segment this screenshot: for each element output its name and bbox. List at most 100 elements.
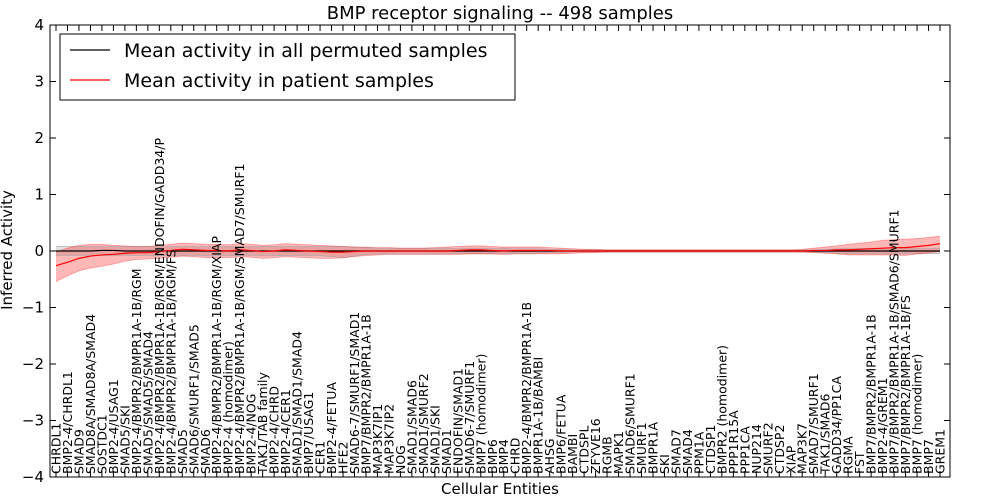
series-lines bbox=[55, 243, 941, 267]
legend-label-permuted: Mean activity in all permuted samples bbox=[124, 40, 487, 62]
x-category-label: RGMA bbox=[841, 436, 856, 474]
y-tick-label: −1 bbox=[22, 299, 44, 317]
x-category-label: MAP3K7 bbox=[795, 423, 810, 474]
x-category-label: FST bbox=[852, 451, 867, 474]
y-tick-label: −2 bbox=[22, 355, 44, 373]
x-category-label: SOSTDC1 bbox=[94, 414, 109, 474]
y-tick-label: −3 bbox=[22, 412, 44, 430]
x-category-label: BMP2-4/BMPR2/BMPR1A-1B/RGM/ENDOFIN/GADD3… bbox=[152, 138, 167, 474]
x-category-label: HFE2 bbox=[336, 442, 351, 474]
x-category-label: AHSG bbox=[542, 438, 557, 474]
x-category-label: BMP2-4/NOG bbox=[244, 394, 259, 474]
x-category-label: BMP2-4/BMPR2/BMPR1A-1B/RGM bbox=[129, 268, 144, 474]
x-category-label: NOG bbox=[393, 445, 408, 474]
x-category-label: SKI bbox=[657, 454, 672, 474]
legend: Mean activity in all permuted samples Me… bbox=[59, 33, 516, 101]
permuted-band-lower-edge bbox=[56, 251, 940, 259]
x-category-label: SMAD5 bbox=[175, 429, 190, 474]
x-category-label: BMP2-4/USAG1 bbox=[106, 379, 121, 474]
x-category-label: SMAD9 bbox=[71, 429, 86, 474]
x-category-label: CTDSPL bbox=[577, 426, 592, 474]
x-category-label: CTDSP1 bbox=[703, 425, 718, 474]
x-category-label: XIAP bbox=[783, 445, 798, 474]
x-category-label: BMP7/BMPR2/BMPR1A-1B bbox=[864, 314, 879, 474]
x-category-label: MAPK1 bbox=[611, 431, 626, 474]
x-category-label: PPP1R15A bbox=[726, 410, 741, 474]
x-category-label: GADD34/PP1CA bbox=[829, 376, 844, 474]
x-category-label: SMAD6 bbox=[198, 429, 213, 474]
x-category-label: SMAD6-7/SMURF1/SMAD1 bbox=[347, 312, 362, 474]
x-category-label: BMP7 (homodimer) bbox=[910, 354, 925, 474]
chart-title: BMP receptor signaling -- 498 samples bbox=[327, 3, 674, 24]
x-category-label: BMPR1A-1B/BAMBI bbox=[531, 357, 546, 474]
y-axis-ticks: −4 −3 −2 −1 0 1 2 3 4 bbox=[22, 16, 950, 486]
x-category-label: TAK1/SMAD6 bbox=[818, 394, 833, 475]
x-category-label: BMP2-4/BMPR2/BMPR1A-1B/RGM/XIAP bbox=[209, 235, 224, 474]
x-category-label: BMP2-4/BMPR2/BMPR1A-1B bbox=[519, 302, 534, 474]
x-category-label: PPM1A bbox=[691, 431, 706, 474]
y-axis-label: Inferred Activity bbox=[0, 190, 16, 310]
patient-mean-line bbox=[55, 243, 941, 267]
x-category-label: BMP2-4 (homodimer) bbox=[221, 341, 236, 474]
x-category-label: CHRDL1 bbox=[49, 423, 64, 474]
x-category-label: SMAD4 bbox=[680, 429, 695, 474]
x-category-label: SMAD1/SMAD1/SMAD4 bbox=[290, 331, 305, 474]
x-category-label: SMAD1/SMAD6 bbox=[404, 380, 419, 474]
x-category-label: CHRD bbox=[508, 438, 523, 474]
x-category-label: MAP3K7IP1 bbox=[370, 404, 385, 474]
x-category-label: BMP7/BMPR2/BMPR1A-1B/SMAD6/SMURF1 bbox=[887, 209, 902, 474]
x-category-label: BMPR1A bbox=[645, 421, 660, 474]
x-category-label: SMAD7 bbox=[668, 429, 683, 474]
y-tick-label: 2 bbox=[34, 129, 44, 147]
x-category-label: SMAD5/SKI bbox=[117, 405, 132, 474]
patient-band-lower-edge bbox=[55, 251, 941, 282]
x-category-label: TAK1/TAB family bbox=[255, 371, 270, 475]
x-category-label: SMAD1/SKI bbox=[427, 405, 442, 474]
x-category-label: BMP7 bbox=[921, 439, 936, 474]
x-category-label: BMP2-4/BMPR2/BMPR1A-1B/RGM/FS bbox=[163, 249, 178, 474]
x-category-label: BMP2-4/FETUA bbox=[324, 382, 339, 474]
x-category-label: BAMBI bbox=[565, 434, 580, 474]
x-axis-label: Cellular Entities bbox=[441, 480, 559, 498]
y-tick-label: 1 bbox=[34, 186, 44, 204]
x-category-label: NUP214 bbox=[749, 424, 764, 474]
x-category-label: BMP2-4/CHRD bbox=[267, 386, 282, 474]
x-category-label: ENDOFIN/SMAD1 bbox=[450, 368, 465, 474]
x-category-label: SMAD6-7/SMURF1 bbox=[462, 361, 477, 474]
y-tick-label: 4 bbox=[34, 16, 44, 34]
x-category-label: SMAD1/SMURF2 bbox=[416, 373, 431, 474]
permuted-band-upper-edge bbox=[56, 246, 940, 251]
y-tick-label: 3 bbox=[34, 73, 44, 91]
x-category-label: BMP7 (homodimer) bbox=[473, 354, 488, 474]
x-category-label: SMAD7/SMURF1 bbox=[806, 373, 821, 474]
patient-band-upper-edge bbox=[55, 235, 941, 253]
x-category-label: PPP1CA bbox=[737, 426, 752, 474]
x-category-label: CER1 bbox=[313, 441, 328, 474]
plot-frame bbox=[49, 24, 951, 478]
x-category-label: BMP7/BMPR2/BMPR1A-1B/FS bbox=[898, 295, 913, 474]
x-axis-category-labels: CHRDL1BMP2-4/CHRDL1SMAD9SMAD8A/SMAD8A/SM… bbox=[49, 25, 948, 477]
permuted-confidence-band bbox=[56, 246, 940, 258]
x-category-label: BMPR2 (homodimer) bbox=[714, 345, 729, 474]
x-category-label: SMURF1 bbox=[634, 422, 649, 474]
x-category-label: BMP2-4/CER1 bbox=[278, 389, 293, 474]
x-category-label: BMP4 bbox=[496, 439, 511, 474]
x-category-label: SMAD6/SMURF1 bbox=[623, 373, 638, 474]
x-category-label: CTDSP2 bbox=[772, 425, 787, 474]
x-category-label: SMAD6/SMURF1/SMAD5 bbox=[186, 324, 201, 474]
x-category-label: RGMB bbox=[600, 436, 615, 474]
y-tick-label: −4 bbox=[22, 468, 44, 486]
x-category-label: BMP6 bbox=[485, 439, 500, 474]
confidence-bands bbox=[55, 235, 941, 282]
x-category-label: BMP2-4/GREM1 bbox=[875, 377, 890, 474]
legend-label-patient: Mean activity in patient samples bbox=[124, 70, 434, 92]
x-category-label: SMAD8A/SMAD8A/SMAD4 bbox=[83, 314, 98, 474]
x-category-label: ZFYVE16 bbox=[588, 418, 603, 474]
x-category-label: SMURF2 bbox=[760, 422, 775, 474]
x-category-label: GREM1 bbox=[933, 429, 948, 474]
patient-confidence-band bbox=[56, 236, 940, 282]
x-category-label: BMP7/USAG1 bbox=[301, 392, 316, 474]
legend-box bbox=[59, 33, 516, 101]
x-category-label: BMP2-4/CHRDL1 bbox=[60, 371, 75, 474]
y-tick-label: 0 bbox=[34, 242, 44, 260]
